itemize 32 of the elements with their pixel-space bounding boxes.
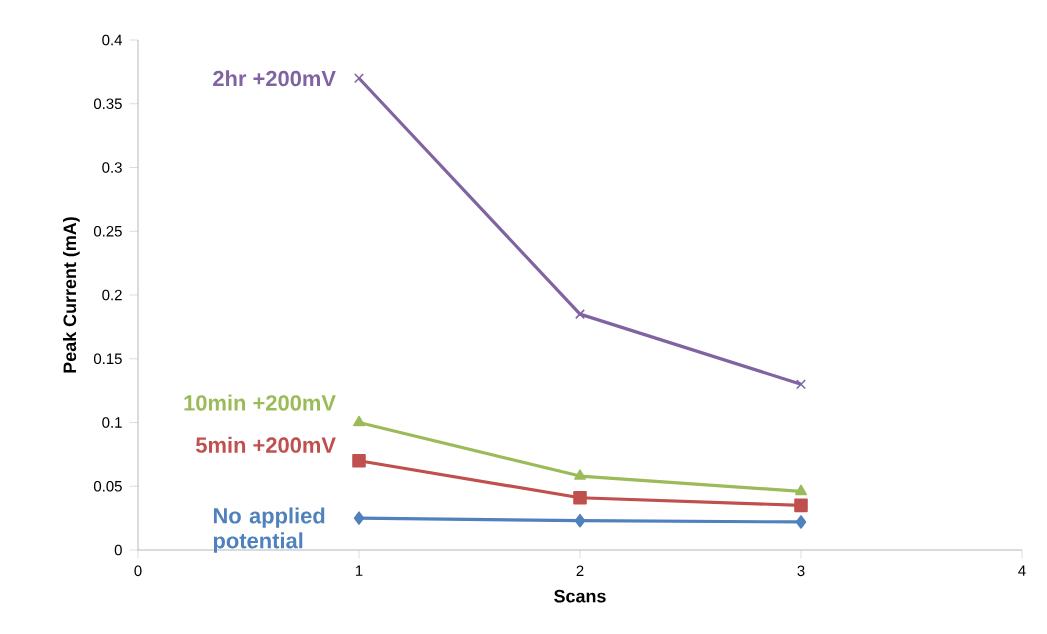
y-tick-label: 0.3 (102, 162, 122, 173)
point (574, 309, 586, 320)
series-label: 2hr +200mV (213, 70, 336, 87)
y-tick-label: 0.4 (102, 34, 123, 46)
y-tick-label: 0 (114, 544, 122, 556)
point (353, 415, 365, 427)
y-tick-label: 0.35 (93, 98, 122, 110)
point (795, 484, 807, 496)
x-tick-label: 0 (134, 565, 142, 577)
series-label: 5min +200mV (195, 436, 336, 453)
point (353, 511, 365, 525)
x-tick-label: 4 (1018, 565, 1026, 576)
x-axis-title: Scans (554, 589, 606, 603)
series-label: 10min +200mV (184, 394, 336, 411)
point (352, 453, 366, 468)
y-tick-label: 0.25 (93, 225, 122, 237)
x-tick-label: 2 (576, 565, 584, 576)
y-tick-label: 0.05 (93, 480, 122, 492)
point (794, 498, 808, 513)
point (573, 490, 587, 505)
series-label: No applied potential (213, 507, 325, 553)
x-tick-label: 1 (355, 565, 363, 576)
x-tick-label: 3 (797, 565, 805, 577)
point (574, 469, 586, 480)
point (795, 379, 807, 390)
y-axis-title: Peak Current (mA) (62, 217, 80, 373)
point (353, 73, 365, 84)
y-tick-label: 0.1 (102, 417, 122, 428)
y-tick-label: 0.15 (93, 353, 122, 365)
y-tick-label: 0.2 (102, 289, 122, 301)
point (795, 515, 807, 529)
point (574, 513, 586, 528)
